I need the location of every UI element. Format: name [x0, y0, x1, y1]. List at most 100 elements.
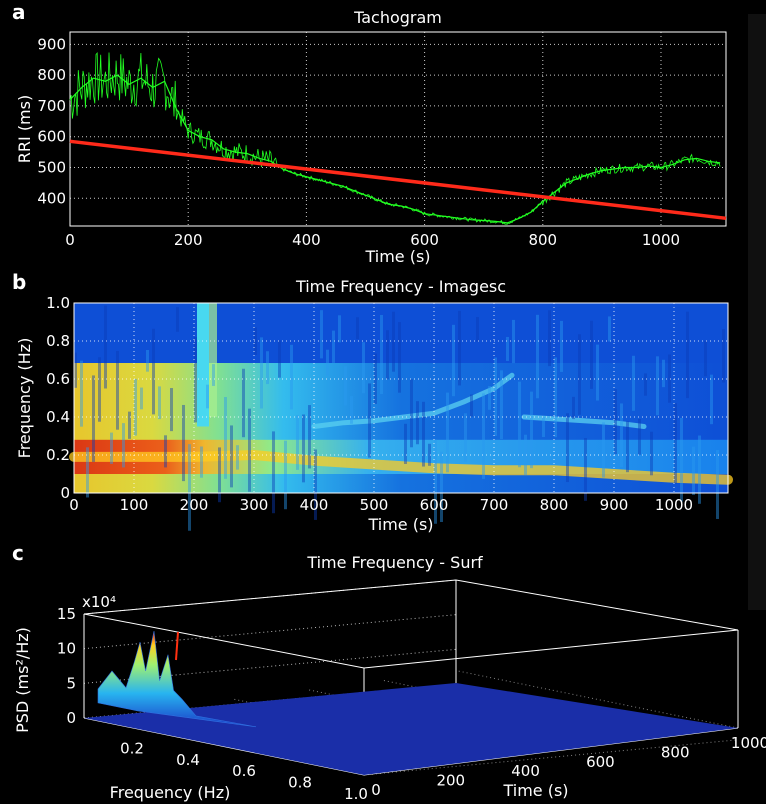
surf-freq-tick: 0.6: [232, 762, 256, 780]
imagesc-streak: [332, 330, 335, 363]
imagesc-streak: [602, 422, 605, 478]
surf-xlabel: Frequency (Hz): [110, 783, 231, 802]
imagesc-streak: [182, 404, 185, 482]
imagesc-streak: [626, 421, 629, 473]
surf-ztick: 10: [57, 640, 76, 658]
imagesc-streak: [446, 392, 449, 473]
imagesc-artifact-column-edge: [209, 303, 217, 417]
tachogram-title: Tachogram: [353, 8, 442, 27]
surf-freq-tick: 1.0: [344, 785, 368, 803]
imagesc-streak: [422, 401, 425, 467]
imagesc-xtick: 300: [240, 496, 269, 514]
tachogram-xtick: 600: [410, 231, 439, 249]
imagesc-ridge: [311, 372, 515, 429]
imagesc-xtick: 1000: [655, 496, 693, 514]
imagesc-ticks: 0 100 200 300 400 500 600 700 800 900 1000 0 0.2 0.4 0…: [46, 294, 693, 514]
imagesc-ridge: [521, 414, 647, 429]
tachogram-ytick: 800: [37, 66, 66, 84]
imagesc-streak: [500, 370, 503, 440]
imagesc-streak: [392, 311, 395, 372]
imagesc-streak: [152, 328, 155, 415]
imagesc-streak: [566, 413, 569, 483]
surf-time-tick: 400: [511, 762, 540, 780]
imagesc-streak: [224, 397, 227, 479]
imagesc-xtick: 0: [69, 496, 79, 514]
imagesc-title: Time Frequency - Imagesc: [295, 277, 506, 296]
tachogram-grid: [70, 32, 726, 226]
colorbar-strip: [748, 14, 766, 610]
imagesc-ytick: 0: [60, 484, 70, 502]
imagesc-streak: [506, 336, 509, 361]
imagesc-streak: [248, 408, 251, 492]
imagesc-streak: [410, 379, 413, 448]
surf-ztick: 15: [57, 605, 76, 623]
imagesc-ylabel: Frequency (Hz): [15, 338, 34, 459]
imagesc-streak: [128, 411, 131, 439]
tachogram-ytick: 900: [37, 35, 66, 53]
panel-label-b: b: [12, 270, 27, 294]
panel-label-c: c: [12, 541, 24, 565]
imagesc-streak: [716, 449, 719, 519]
imagesc-xtick: 200: [180, 496, 209, 514]
imagesc-streak: [680, 417, 683, 502]
imagesc-streak: [632, 355, 635, 411]
tachogram-ytick: 700: [37, 97, 66, 115]
imagesc-streak: [218, 447, 221, 503]
tachogram-plot-area: [69, 31, 727, 227]
imagesc-streak: [212, 364, 215, 386]
imagesc-streak: [458, 310, 461, 386]
imagesc-streak: [398, 322, 401, 393]
imagesc-streak: [476, 317, 479, 342]
imagesc-streak: [548, 310, 551, 367]
imagesc-streak: [104, 305, 107, 389]
imagesc-xtick: 900: [600, 496, 629, 514]
imagesc-streak: [482, 393, 485, 479]
imagesc-streak: [146, 350, 149, 372]
surf-freq-tick: 0.4: [176, 751, 200, 769]
imagesc-streak: [404, 423, 407, 464]
imagesc-streak: [98, 357, 101, 422]
imagesc-streak: [176, 307, 179, 332]
imagesc-streak: [122, 423, 125, 468]
surf-time-tick: 200: [436, 772, 465, 790]
surf-psd-surface: [97, 630, 257, 728]
tachogram-xtick: 800: [528, 231, 557, 249]
imagesc-streak: [356, 317, 359, 340]
imagesc-streak: [518, 381, 521, 468]
imagesc-streak: [710, 374, 713, 425]
imagesc-streak: [638, 418, 641, 455]
imagesc-streak: [158, 386, 161, 420]
imagesc-streak: [416, 401, 419, 445]
imagesc-streak: [326, 349, 329, 376]
tachogram-ytick: 500: [37, 158, 66, 176]
imagesc-streak: [110, 432, 113, 464]
rri-trend-line: [69, 139, 727, 221]
tachogram-xtick: 0: [65, 231, 75, 249]
imagesc-streak: [116, 350, 119, 430]
imagesc-ytick: 0.8: [46, 332, 70, 350]
imagesc-streak: [578, 334, 581, 415]
surf-time-label: Time (s): [502, 781, 568, 800]
surf-freq-tick: 0.8: [288, 774, 312, 792]
imagesc-streak: [170, 388, 173, 432]
imagesc-streak: [374, 353, 377, 404]
surf-z-exponent: x10⁴: [82, 593, 116, 611]
imagesc-streak: [272, 431, 275, 514]
imagesc-streak: [494, 357, 497, 436]
imagesc-streak: [692, 446, 695, 495]
imagesc-streak: [536, 314, 539, 399]
imagesc-streak: [554, 357, 557, 438]
imagesc-streak: [428, 443, 431, 466]
imagesc-streak: [308, 405, 311, 469]
imagesc-streak: [164, 435, 167, 468]
imagesc-streak: [656, 356, 659, 416]
imagesc-xtick: 800: [540, 496, 569, 514]
imagesc-streak: [188, 444, 191, 531]
imagesc-streak: [434, 439, 437, 524]
imagesc-streak: [584, 438, 587, 501]
imagesc-streak: [524, 434, 527, 476]
imagesc-streak: [368, 383, 371, 458]
tachogram-xtick: 400: [292, 231, 321, 249]
imagesc-streak: [662, 359, 665, 388]
surf-panel: Time Frequency - Surf 0 5 10 15 0.2 0.4 0.6 0.8…: [13, 553, 766, 803]
